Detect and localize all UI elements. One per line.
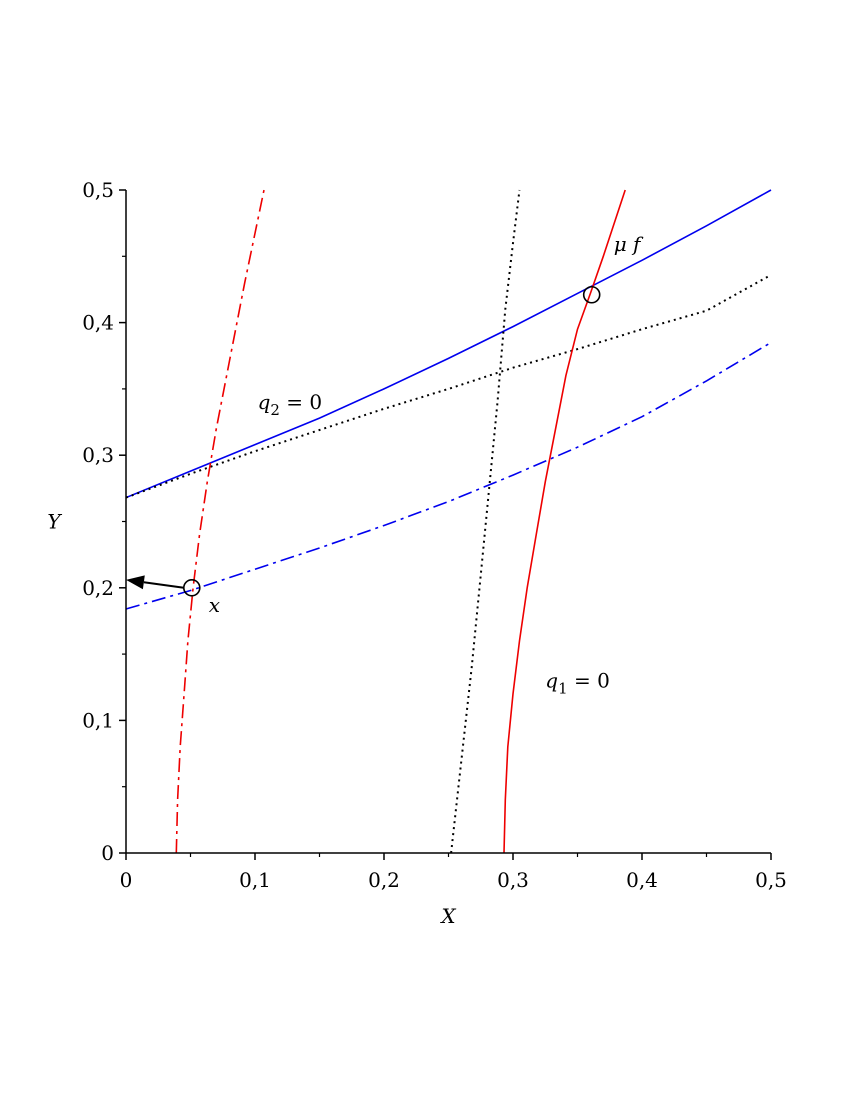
series-line-4 [175,189,265,854]
x-tick-label: 0,5 [755,868,787,892]
point-marker-1 [582,285,601,304]
y-tick-label: 0,3 [82,443,114,467]
annotation-q1-sub: 1 [558,680,568,698]
x-tick-label: 0,1 [239,868,271,892]
series-line-1 [125,341,772,610]
x-tick-label: 0,2 [368,868,400,892]
annotation-q1-zero: q1 = 0 [545,669,610,698]
annotation-q2-zero: q2 = 0 [258,390,323,419]
arrow-shaft [143,581,184,589]
point-marker-0 [182,578,201,597]
annotation-q2-main: q [258,390,271,414]
annotation-q2-sub: 2 [270,401,280,419]
series-line-2 [125,274,772,499]
annotation-q1-main: q [545,669,558,693]
point-mu-f-label: μ f [614,232,644,256]
markers [126,285,601,597]
x-tick-label: 0 [120,868,133,892]
series-line-0 [125,189,772,499]
point-x-label: x [209,593,220,617]
ticks: 0 0,1 0,2 0,3 0,4 0,5 0 0,1 0,2 0,3 0,4 0,5 [82,178,787,892]
y-tick-label: 0,1 [82,708,114,732]
y-tick-label: 0,5 [82,178,114,202]
annotation-q2-rest: = 0 [280,390,322,414]
axes [125,190,771,854]
y-tick-label: 0,2 [82,576,114,600]
y-tick-label: 0,4 [82,311,114,335]
x-tick-label: 0,3 [497,868,529,892]
annotation-q1-rest: = 0 [568,669,610,693]
series-line-5 [450,189,521,854]
x-axis-title: X [439,904,456,928]
y-tick-label: 0 [101,841,114,865]
series-line-3 [503,189,626,854]
plot-lines [125,189,772,854]
y-axis-title: Y [47,510,62,534]
arrow-head [126,575,145,590]
x-tick-label: 0,4 [626,868,658,892]
